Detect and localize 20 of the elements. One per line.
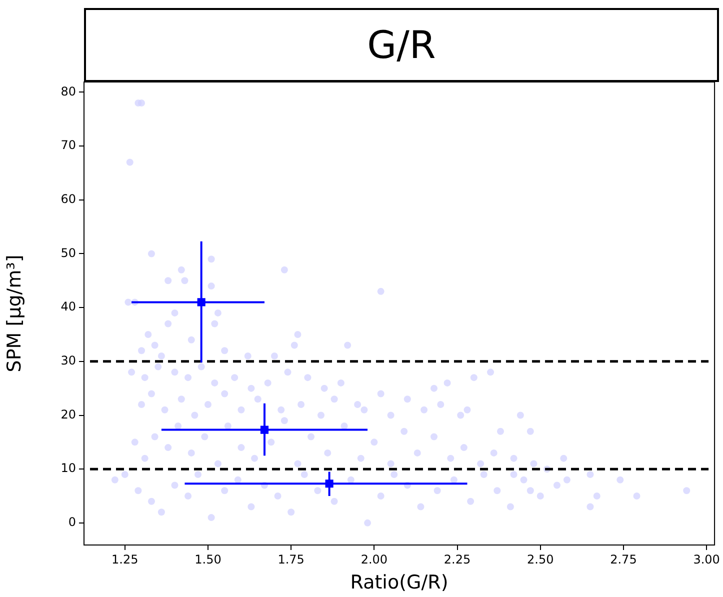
y-tick-label: 50 <box>60 246 76 260</box>
x-tick-label: 2.50 <box>527 552 554 566</box>
y-axis-title: SPM [μg/m³] <box>3 254 26 372</box>
y-tick-label: 20 <box>60 407 76 422</box>
y-tick-label: 0 <box>68 515 76 530</box>
y-tick-label: 30 <box>60 354 76 368</box>
y-tick-label: 60 <box>60 192 76 206</box>
x-tick-label: 1.50 <box>194 552 222 566</box>
x-axis-title: Ratio(G/R) <box>350 572 448 594</box>
x-tick-label: 2.00 <box>360 552 388 566</box>
y-tick-label: 70 <box>60 138 76 152</box>
x-tick-label: 3.00 <box>693 552 720 566</box>
y-tick-label: 40 <box>60 300 76 314</box>
x-tick-label: 1.75 <box>278 552 304 566</box>
x-tick-label: 2.75 <box>610 552 637 566</box>
y-tick-label: 10 <box>60 461 76 476</box>
chart-title: G/R <box>84 8 719 82</box>
y-tick-label: 80 <box>60 84 76 98</box>
x-tick-label: 2.25 <box>444 552 471 566</box>
x-tick-label: 1.25 <box>112 552 138 566</box>
